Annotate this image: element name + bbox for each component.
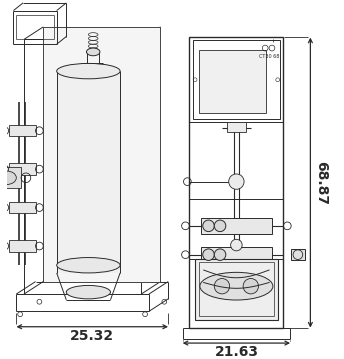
Bar <box>291 249 305 260</box>
Ellipse shape <box>57 257 120 273</box>
Bar <box>9 202 35 213</box>
Text: CT30 68: CT30 68 <box>259 54 279 59</box>
Circle shape <box>214 279 230 294</box>
Bar <box>0 167 21 188</box>
Bar <box>43 27 160 281</box>
Bar <box>9 240 35 252</box>
Bar <box>9 163 35 175</box>
Circle shape <box>203 249 214 260</box>
Circle shape <box>203 220 214 232</box>
Bar <box>9 125 35 136</box>
Bar <box>201 218 272 233</box>
Bar <box>227 122 246 132</box>
Bar <box>189 37 283 328</box>
Bar <box>201 247 272 262</box>
Text: 68.87: 68.87 <box>314 160 328 205</box>
Text: 25.32: 25.32 <box>70 328 114 342</box>
Bar <box>193 40 280 119</box>
Bar <box>57 71 120 273</box>
Circle shape <box>214 220 226 232</box>
Ellipse shape <box>200 272 273 300</box>
Circle shape <box>214 249 226 260</box>
Circle shape <box>243 279 258 294</box>
Bar <box>199 50 266 113</box>
Ellipse shape <box>0 171 16 185</box>
Circle shape <box>230 239 242 251</box>
Bar <box>195 258 278 320</box>
Ellipse shape <box>57 64 120 79</box>
Bar <box>199 262 274 316</box>
Circle shape <box>229 174 244 189</box>
Ellipse shape <box>66 285 110 299</box>
Ellipse shape <box>86 48 100 56</box>
Text: 21.63: 21.63 <box>214 345 258 359</box>
